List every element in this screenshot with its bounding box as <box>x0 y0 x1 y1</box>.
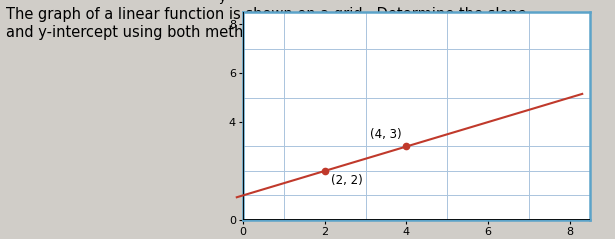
Y-axis label: y: y <box>218 0 226 4</box>
Text: The graph of a linear function is shown on a grid.  Determine the slope
and y-in: The graph of a linear function is shown … <box>6 7 527 40</box>
Text: (2, 2): (2, 2) <box>331 174 363 187</box>
Text: (4, 3): (4, 3) <box>370 128 401 141</box>
X-axis label: x: x <box>413 238 420 239</box>
